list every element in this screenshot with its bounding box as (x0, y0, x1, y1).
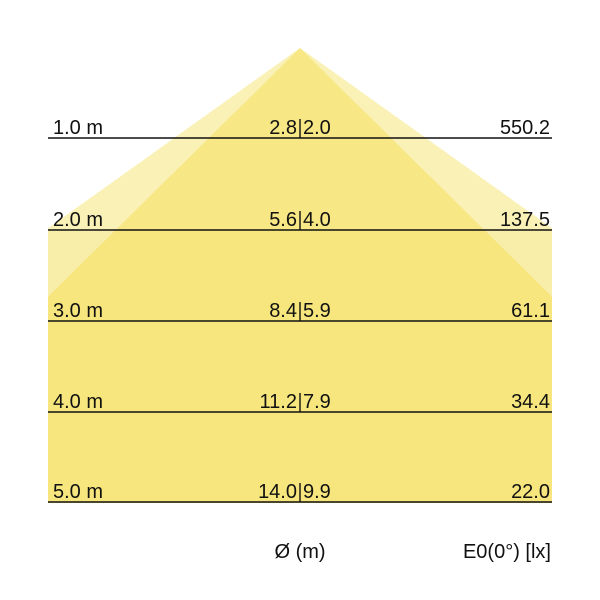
diameter-c0-value: 11.2 (260, 391, 297, 413)
diameter-c0-value: 2.8 (269, 117, 297, 139)
diameter-c0-value: 14.0 (258, 481, 297, 503)
illuminance-header: E0(0°) [lx] (463, 541, 551, 563)
beam-cone-wide (48, 48, 552, 503)
distance-row: 2.0 m 5.6 4.0 137.5 (48, 209, 552, 231)
distance-row: 4.0 m 11.2 7.9 34.4 (48, 391, 552, 413)
illuminance-value: 22.0 (511, 481, 550, 503)
illuminance-value: 34.4 (511, 391, 550, 413)
diameter-c90-value: 4.0 (303, 209, 331, 231)
diameter-c90-value: 2.0 (303, 117, 331, 139)
illuminance-value: 137.5 (500, 209, 550, 231)
distance-row: 1.0 m 2.8 2.0 550.2 (48, 117, 552, 139)
beam-fill-lower (48, 230, 552, 503)
distance-label: 3.0 m (53, 300, 103, 322)
diameter-c90-value: 9.9 (303, 481, 331, 503)
diameter-c90-value: 5.9 (303, 300, 331, 322)
diameter-c0-value: 8.4 (269, 300, 297, 322)
illuminance-value: 61.1 (511, 300, 550, 322)
distance-label: 1.0 m (53, 117, 103, 139)
distance-row: 3.0 m 8.4 5.9 61.1 (48, 300, 552, 322)
illuminance-value: 550.2 (500, 117, 550, 139)
distance-label: 5.0 m (53, 481, 103, 503)
diameter-c90-value: 7.9 (303, 391, 331, 413)
distance-row: 5.0 m 14.0 9.9 22.0 (48, 481, 552, 503)
distance-label: 2.0 m (53, 209, 103, 231)
diameter-c0-value: 5.6 (269, 209, 297, 231)
beam-cone-narrow (48, 48, 552, 503)
distance-label: 4.0 m (53, 391, 103, 413)
diameter-header: Ø (m) (274, 541, 325, 563)
